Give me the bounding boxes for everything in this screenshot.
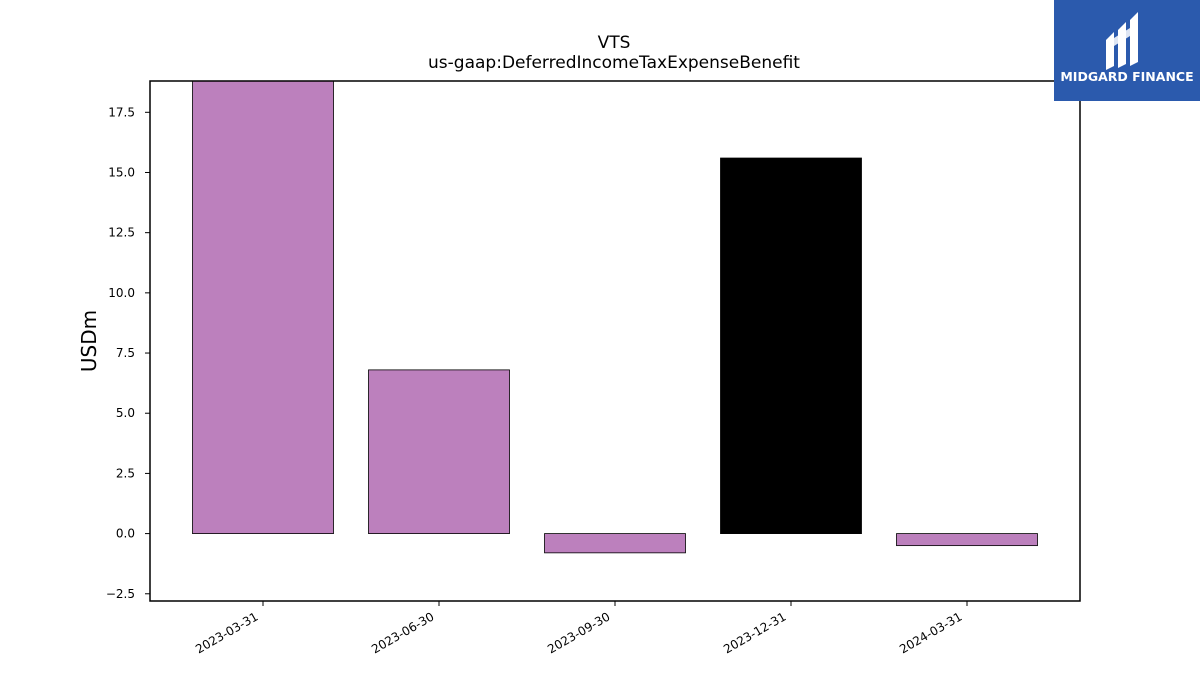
x-tick-label: 2023-03-31 (193, 609, 260, 656)
bars-group (192, 80, 1038, 554)
bar-2023-12-31 (720, 157, 862, 534)
y-tick-label: 12.5 (108, 226, 135, 240)
bar-2023-06-30 (368, 369, 510, 534)
bar-2024-03-31 (896, 533, 1038, 547)
y-tick-label: 17.5 (108, 105, 135, 119)
chart-subtitle: us-gaap:DeferredIncomeTaxExpenseBenefit (428, 53, 800, 73)
x-tick-label: 2023-12-31 (721, 609, 788, 656)
x-tick-label: 2023-09-30 (545, 609, 612, 656)
y-tick-label: 2.5 (116, 466, 135, 480)
y-axis-label: USDm (77, 310, 101, 372)
y-tick-label: 0.0 (116, 527, 135, 541)
midgard-m-icon (1106, 12, 1138, 70)
x-tick-label: 2023-06-30 (369, 609, 436, 656)
plot-frame (149, 80, 1081, 602)
y-tick-label: 10.0 (108, 286, 135, 300)
y-tick-label: 15.0 (108, 165, 135, 179)
logo-text: MIDGARD FINANCE (1060, 69, 1193, 84)
x-tick-label: 2024-03-31 (897, 609, 964, 656)
bar-2023-03-31 (192, 80, 334, 534)
y-tick-label: 7.5 (116, 346, 135, 360)
y-tick-label: 5.0 (116, 406, 135, 420)
logo-background (1054, 0, 1200, 101)
midgard-finance-logo: MIDGARD FINANCE (1054, 0, 1200, 101)
y-tick-label: −2.5 (106, 587, 135, 601)
x-axis: 2023-03-31 2023-06-30 2023-09-30 2023-12-31… (193, 601, 968, 656)
bar-2023-09-30 (544, 533, 686, 554)
y-axis: −2.5 0.0 2.5 5.0 7.5 10.0 12.5 15.0 17.5 (106, 105, 150, 601)
chart-title: VTS (598, 33, 631, 53)
